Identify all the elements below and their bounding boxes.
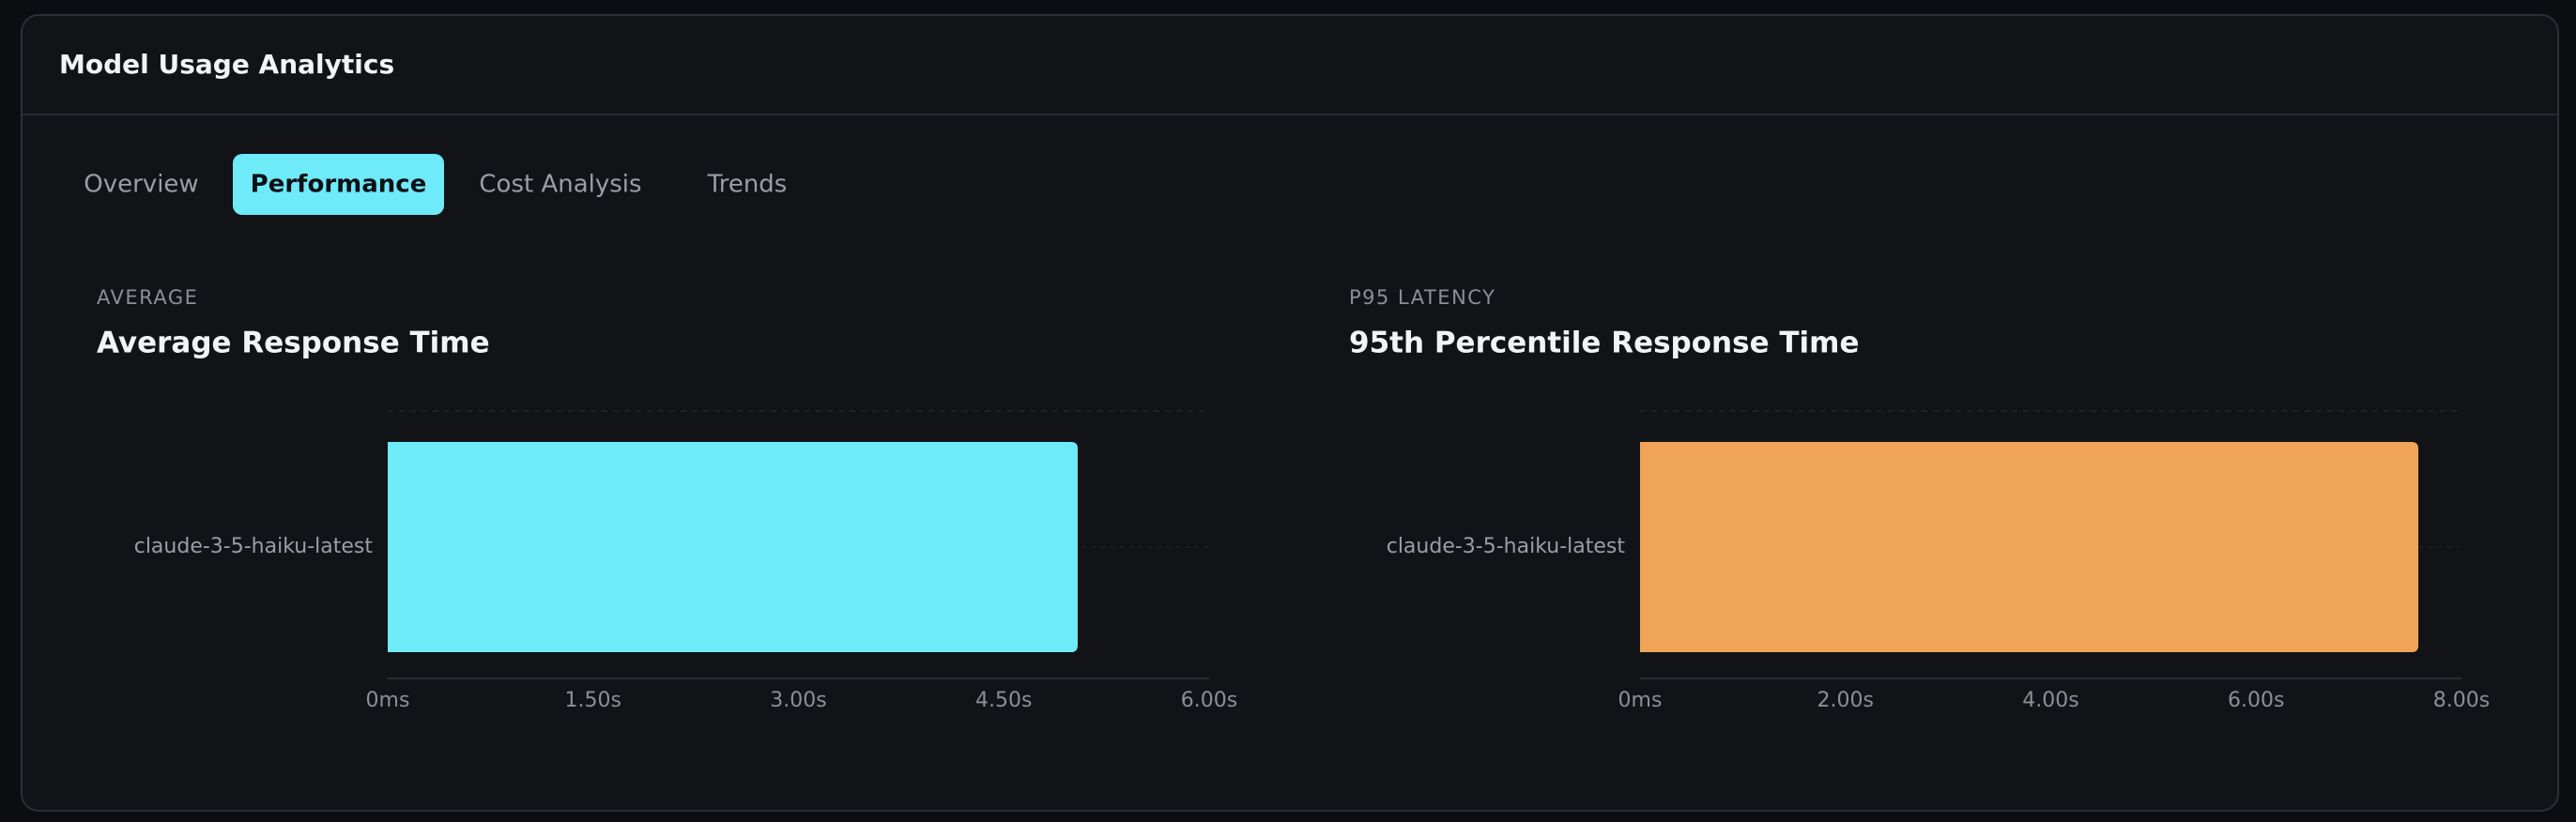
x-tick-label: 4.00s <box>2022 689 2078 712</box>
tab[interactable]: Cost Analysis <box>479 171 641 199</box>
x-tick-label: 4.50s <box>975 689 1032 712</box>
chart-eyebrow: P95 LATENCY <box>1349 286 1495 309</box>
bar <box>388 442 1078 652</box>
bar <box>1640 442 2419 652</box>
chart-eyebrow: AVERAGE <box>97 286 198 309</box>
category-label: claude-3-5-haiku-latest <box>1387 535 1626 558</box>
x-tick-label: 6.00s <box>1181 689 1237 712</box>
x-tick-label: 6.00s <box>2228 689 2284 712</box>
x-tick-label: 0ms <box>1618 689 1663 712</box>
chart-title: 95th Percentile Response Time <box>1349 327 1859 360</box>
category-label: claude-3-5-haiku-latest <box>134 535 374 558</box>
x-tick-label: 3.00s <box>770 689 826 712</box>
tab[interactable]: Overview <box>84 171 198 199</box>
x-tick-label: 0ms <box>366 689 410 712</box>
chart-title: Average Response Time <box>97 327 490 360</box>
x-tick-label: 8.00s <box>2433 689 2490 712</box>
tab-active-bg <box>233 154 444 215</box>
card-title: Model Usage Analytics <box>59 49 394 80</box>
tab[interactable]: Trends <box>707 171 788 199</box>
x-tick-label: 1.50s <box>565 689 621 712</box>
tab[interactable]: Performance <box>251 171 427 199</box>
x-tick-label: 2.00s <box>1817 689 1874 712</box>
